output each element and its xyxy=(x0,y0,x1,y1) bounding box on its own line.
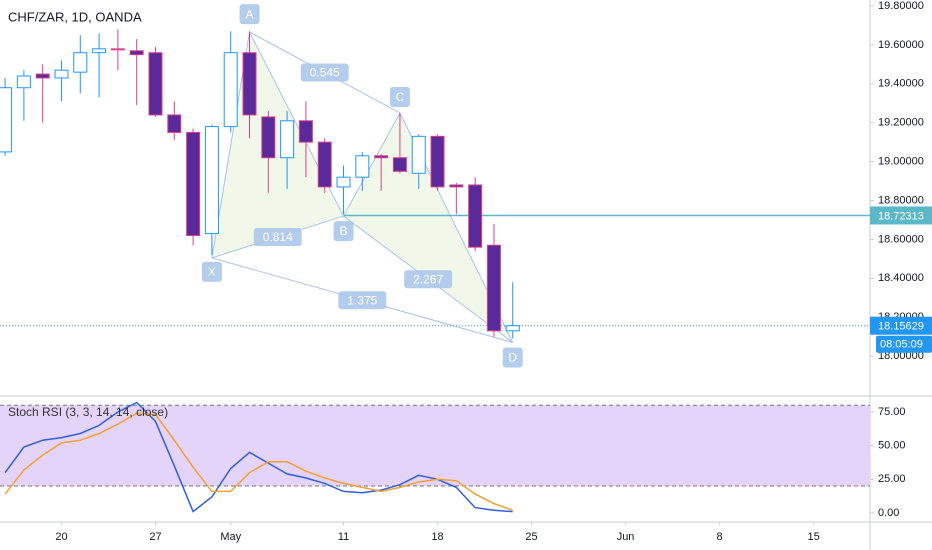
y-tick-label: 25.00 xyxy=(878,473,906,485)
y-tick-label: 19.60000 xyxy=(878,39,924,51)
pattern-point-label: A xyxy=(246,7,254,21)
candle-body xyxy=(468,184,483,248)
last-price-tag-label: 18.15629 xyxy=(878,321,924,333)
ratio-label: 2.267 xyxy=(413,272,443,286)
y-tick-label: 18.80000 xyxy=(878,194,924,206)
candle-body xyxy=(167,114,182,133)
candle-body xyxy=(336,176,351,188)
candle-body xyxy=(298,120,313,143)
candle-body xyxy=(374,155,389,159)
candle-body xyxy=(92,48,107,54)
y-tick-label: 18.60000 xyxy=(878,233,924,245)
candle-body xyxy=(449,184,464,188)
pattern-point-label: X xyxy=(208,265,216,279)
candle-body xyxy=(486,244,501,332)
y-tick-label: 19.00000 xyxy=(878,156,924,168)
ratio-box xyxy=(253,227,302,246)
candle-body xyxy=(16,75,31,89)
pattern-point-label: B xyxy=(340,224,348,238)
ratio-box xyxy=(338,291,387,310)
x-tick-label: 8 xyxy=(717,531,723,543)
pattern-point-box xyxy=(333,221,354,242)
candle-body xyxy=(186,131,201,237)
y-tick-label: 19.80000 xyxy=(878,0,924,12)
x-tick-label: 18 xyxy=(431,531,443,543)
y-tick-label: 50.00 xyxy=(878,440,906,452)
candle-body xyxy=(0,87,13,153)
price-line-tag xyxy=(870,206,932,225)
ratio-label: 1.375 xyxy=(347,293,377,307)
y-tick-label: 75.00 xyxy=(878,406,906,418)
indicator-title: Stoch RSI (3, 3, 14, 14, close) xyxy=(8,405,168,419)
ratio-label: 0.814 xyxy=(263,230,293,244)
x-tick-label: 15 xyxy=(807,531,819,543)
pattern-point-box xyxy=(201,261,222,282)
stoch-line xyxy=(4,412,513,512)
candle-body xyxy=(317,141,332,188)
x-tick-label: 27 xyxy=(149,531,161,543)
last-price-tag xyxy=(870,316,932,335)
pattern-triangle xyxy=(343,112,513,343)
candle-body xyxy=(261,116,276,159)
candle-body xyxy=(129,50,144,56)
pattern-line xyxy=(343,112,401,217)
stoch-band xyxy=(0,405,870,487)
y-tick-label: 19.40000 xyxy=(878,78,924,90)
stoch-line xyxy=(4,401,513,513)
pattern-point-label: D xyxy=(508,351,517,365)
candle-body xyxy=(110,48,125,51)
candle-body xyxy=(54,69,69,79)
price-line-tag-label: 18.72313 xyxy=(878,210,924,222)
candle-body xyxy=(73,52,88,73)
countdown-tag xyxy=(876,335,932,353)
pattern-point-box xyxy=(239,4,260,25)
pattern-point-box xyxy=(389,86,410,107)
countdown-label: 08:05:09 xyxy=(880,339,923,351)
candle-body xyxy=(355,155,370,178)
x-tick-label: 20 xyxy=(55,531,67,543)
x-tick-label: 25 xyxy=(525,531,537,543)
candle-body xyxy=(242,52,257,116)
x-tick-label: May xyxy=(220,531,241,543)
candle-body xyxy=(505,325,520,332)
x-tick-label: 11 xyxy=(338,531,349,543)
y-tick-label: 0.00 xyxy=(878,507,899,519)
candle-body xyxy=(411,135,426,174)
y-tick-label: 18.00000 xyxy=(878,350,924,362)
pattern-point-label: C xyxy=(396,90,405,104)
ratio-label: 0.545 xyxy=(310,66,340,80)
candle-body xyxy=(35,73,50,79)
candle-body xyxy=(148,52,163,116)
candle-body xyxy=(392,157,407,172)
y-tick-label: 18.40000 xyxy=(878,272,924,284)
x-tick-label: Jun xyxy=(617,531,635,543)
candle-body xyxy=(280,120,295,159)
pattern-point-box xyxy=(502,347,523,368)
candle-body xyxy=(430,135,445,188)
ratio-box xyxy=(300,63,349,82)
y-tick-label: 19.20000 xyxy=(878,117,924,129)
candle-body xyxy=(204,126,219,235)
chart-title: CHF/ZAR, 1D, OANDA xyxy=(8,9,142,24)
ratio-box xyxy=(404,270,453,289)
candle-body xyxy=(223,52,238,128)
